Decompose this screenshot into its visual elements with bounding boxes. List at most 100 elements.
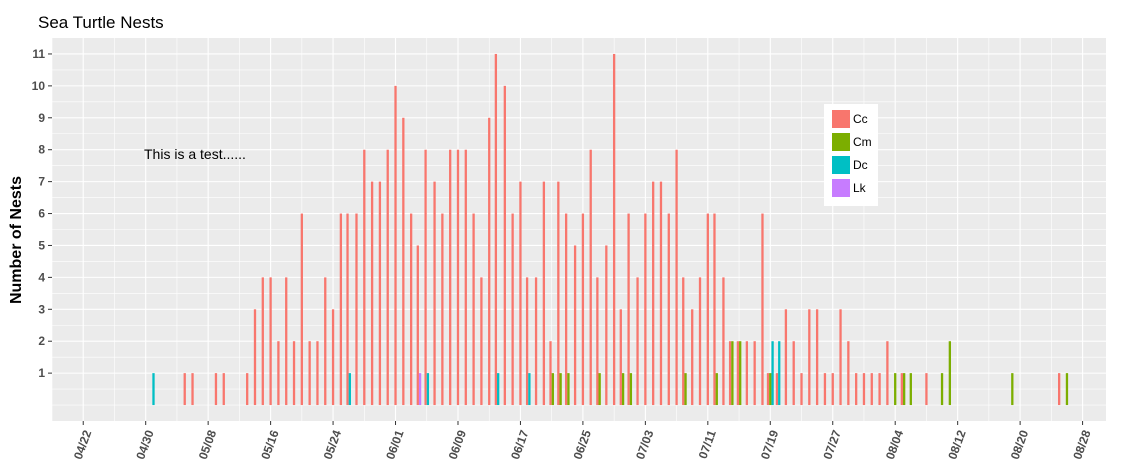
legend-label-cc: Cc (853, 112, 868, 126)
bar-cc (378, 181, 382, 406)
bar-cc (494, 53, 498, 406)
bar-cc (424, 149, 427, 406)
bar-cc (346, 213, 349, 406)
x-tick-label: 06/09 (446, 428, 470, 461)
legend-key-cm (832, 133, 850, 151)
x-axis-ticks: 04/22 04/30 05/08 05/16 05/24 06/01 06/09 06/17… (71, 421, 1094, 461)
bar-cc (589, 149, 592, 406)
legend-key-dc (832, 156, 850, 174)
bar-cc (612, 53, 616, 406)
x-tick-label: 05/08 (196, 428, 220, 461)
bar-cc (316, 341, 319, 406)
bar-cc (722, 277, 725, 406)
bar-cc (542, 181, 546, 406)
x-tick-label: 07/19 (758, 428, 782, 461)
bar-cc (370, 181, 374, 406)
y-tick-label: 10 (32, 79, 46, 93)
bar-cc (277, 341, 280, 406)
bar-cc (355, 213, 358, 406)
x-tick-label: 08/04 (883, 428, 907, 461)
bar-cc (862, 373, 866, 406)
bar-cc (784, 309, 788, 406)
bar-cm (598, 373, 601, 406)
legend-key-cc (832, 110, 850, 128)
bar-cc (644, 213, 647, 406)
bar-cc (800, 373, 803, 406)
bar-dc (771, 341, 774, 406)
x-tick-label: 05/16 (258, 428, 282, 461)
bar-cc (511, 213, 514, 406)
bar-cc (441, 213, 444, 406)
bar-cc (652, 181, 655, 406)
bar-cc (519, 181, 522, 406)
bar-cc (472, 213, 475, 406)
bar-cc (261, 277, 264, 406)
bar-cc (659, 181, 663, 406)
bar-cc (839, 309, 842, 406)
bar-cc (464, 149, 467, 406)
bar-cc (456, 149, 460, 406)
x-tick-label: 08/12 (945, 428, 969, 461)
bar-cc (736, 341, 740, 406)
bar-cc (605, 245, 608, 406)
legend-key-lk (832, 179, 850, 197)
bar-cm (769, 373, 772, 406)
bar-cc (900, 373, 904, 406)
y-axis-label: Number of Nests (8, 176, 25, 304)
legend-label-lk: Lk (853, 181, 867, 195)
y-tick-label: 3 (38, 302, 45, 316)
x-tick-label: 08/20 (1008, 428, 1032, 461)
bar-cc (416, 245, 419, 406)
bar-cc (573, 245, 577, 406)
x-tick-label: 07/11 (696, 428, 719, 461)
bar-cc (191, 373, 194, 406)
chart-title: Sea Turtle Nests (38, 13, 164, 32)
y-tick-label: 7 (38, 175, 45, 189)
bar-cc (331, 309, 335, 406)
bar-cm (731, 341, 734, 406)
x-tick-label: 05/24 (321, 428, 345, 461)
bar-cc (775, 373, 779, 406)
bar-cc (753, 341, 756, 406)
x-tick-label: 04/22 (71, 428, 95, 461)
bar-dc (497, 373, 500, 406)
bar-cc (627, 213, 630, 406)
bar-cc (596, 277, 599, 406)
bar-cc (308, 341, 311, 406)
y-tick-label: 8 (38, 143, 45, 157)
bar-cc (433, 181, 436, 406)
bar-cc (488, 117, 491, 406)
bar-cm (1011, 373, 1014, 406)
legend-label-cm: Cm (853, 135, 872, 149)
bar-cc (402, 117, 405, 406)
legend-label-dc: Dc (853, 158, 868, 172)
y-tick-label: 4 (38, 270, 45, 284)
y-tick-label: 5 (38, 238, 45, 252)
bar-dc (528, 373, 531, 406)
bar-cc (667, 213, 670, 406)
bar-cm (551, 373, 554, 406)
bar-cm (1065, 373, 1069, 406)
bar-cm (940, 373, 944, 406)
bar-cc (564, 213, 568, 406)
y-tick-label: 2 (38, 334, 45, 348)
bar-cc (847, 341, 850, 406)
x-tick-label: 06/25 (571, 428, 595, 461)
bar-cc (339, 213, 343, 406)
bar-cm (903, 373, 906, 406)
bar-dc (348, 373, 351, 406)
bar-cc (525, 277, 529, 406)
bar-cc (557, 181, 560, 406)
bar-cc (269, 277, 272, 406)
bar-cc (886, 341, 889, 406)
x-tick-label: 07/27 (820, 428, 844, 461)
bar-cc (534, 277, 538, 406)
bar-cc (619, 309, 622, 406)
bar-cc (1058, 373, 1061, 406)
bar-cc (636, 277, 639, 406)
bar-dc (426, 373, 430, 406)
bar-cm (629, 373, 633, 406)
bar-cc (728, 341, 732, 406)
bar-cc (285, 277, 288, 406)
